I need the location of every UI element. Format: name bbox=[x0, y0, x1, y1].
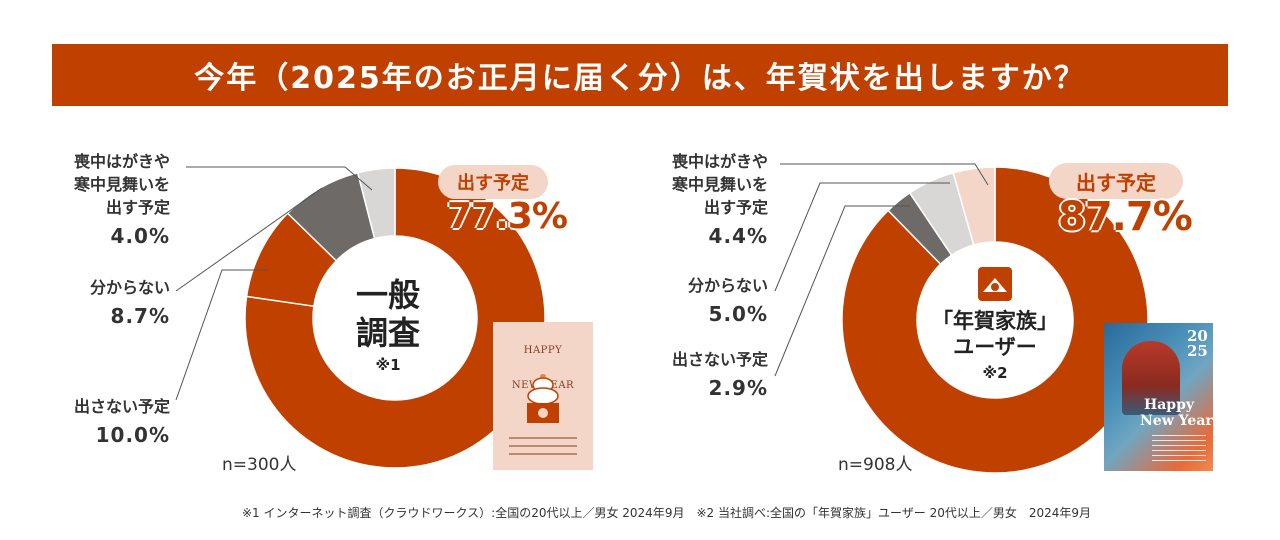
center-1-line2: 調査 bbox=[355, 314, 420, 352]
label-mourn-1: 喪中はがきや 寒中見舞いを 出す予定 4.0% bbox=[20, 150, 170, 250]
leader-not-2 bbox=[774, 205, 910, 377]
photo-card-year: 2025 bbox=[1187, 327, 1208, 360]
label-not-1-name: 出さない予定 bbox=[73, 397, 170, 416]
center-1-line1: 一般 bbox=[355, 276, 420, 314]
center-2-note: ※2 bbox=[982, 364, 1008, 382]
pill-main-2: 出す予定 bbox=[1049, 163, 1183, 199]
new-year-card: HAPPY NEW YEAR bbox=[493, 322, 593, 470]
slice-mourning-2 bbox=[952, 166, 996, 246]
center-2-line2: ユーザー bbox=[953, 335, 1037, 359]
leader-lines bbox=[175, 163, 989, 401]
label-mourn-2-line3: 出す予定 bbox=[703, 198, 768, 217]
label-mourn-2-line1: 喪中はがきや bbox=[671, 152, 768, 171]
slice-plan-to-send-2 bbox=[841, 166, 1149, 474]
photo-new-year-card: 2025 Happy New Year bbox=[1104, 323, 1213, 471]
value-unknown-1: 8.7% bbox=[110, 304, 170, 328]
n-label-2: n=908人 bbox=[838, 455, 913, 475]
donut-nengakazoku-users bbox=[841, 166, 1149, 474]
value-unknown-2: 5.0% bbox=[708, 302, 768, 326]
label-not-2: 出さない予定 2.9% bbox=[620, 348, 768, 402]
footnote: ※1 インターネット調査（クラウドワークス）:全国の20代以上／男女 2024年… bbox=[242, 506, 1092, 520]
value-not-1: 10.0% bbox=[95, 423, 170, 447]
center-2-line1: 「年賀家族」 bbox=[932, 309, 1058, 333]
label-unknown-1: 分からない 8.7% bbox=[20, 276, 170, 330]
kagami-mochi-icon bbox=[509, 374, 577, 455]
value-main-2: 87.7% bbox=[1058, 194, 1193, 240]
leader-unknown-1 bbox=[175, 187, 323, 292]
page-title: 今年（2025年のお正月に届く分）は、年賀状を出しますか？ bbox=[52, 44, 1228, 106]
photo-card-line1: Happy bbox=[1144, 397, 1195, 413]
label-mourn-1-line1: 喪中はがきや bbox=[73, 152, 170, 171]
value-mourn-1: 4.0% bbox=[110, 224, 170, 248]
leader-unknown-2 bbox=[774, 182, 950, 292]
label-unknown-1-name: 分からない bbox=[89, 278, 170, 297]
leader-mourn-1 bbox=[186, 166, 373, 191]
value-main-1: 77.3% bbox=[447, 196, 568, 237]
nengakazoku-logo-icon bbox=[978, 267, 1012, 301]
label-mourn-2-line2: 寒中見舞いを bbox=[671, 175, 768, 194]
label-not-1: 出さない予定 10.0% bbox=[20, 395, 170, 449]
pill-main-1: 出す予定 bbox=[438, 165, 548, 199]
value-mourn-2: 4.4% bbox=[708, 224, 768, 248]
label-not-2-name: 出さない予定 bbox=[671, 350, 768, 369]
label-mourn-1-line3: 出す予定 bbox=[105, 198, 170, 217]
label-unknown-2: 分からない 5.0% bbox=[620, 274, 768, 328]
leader-mourn-2 bbox=[780, 163, 989, 186]
value-not-2: 2.9% bbox=[708, 376, 768, 400]
center-label-2: 「年賀家族」 ユーザー ※2 bbox=[920, 308, 1070, 382]
card-line1: HAPPY bbox=[523, 345, 563, 356]
center-1-note: ※1 bbox=[375, 356, 401, 374]
child-photo bbox=[1122, 341, 1180, 415]
card-text-lines bbox=[1152, 435, 1206, 463]
n-label-1: n=300人 bbox=[222, 455, 297, 475]
center-label-1: 一般 調査 ※1 bbox=[318, 276, 458, 374]
leader-not-1 bbox=[175, 269, 268, 401]
photo-card-line2: New Year bbox=[1140, 413, 1213, 429]
label-mourn-1-line2: 寒中見舞いを bbox=[73, 175, 170, 194]
slice-plan-to-send-1 bbox=[244, 167, 546, 469]
label-unknown-2-name: 分からない bbox=[687, 276, 768, 295]
label-mourn-2: 喪中はがきや 寒中見舞いを 出す予定 4.4% bbox=[620, 150, 768, 250]
